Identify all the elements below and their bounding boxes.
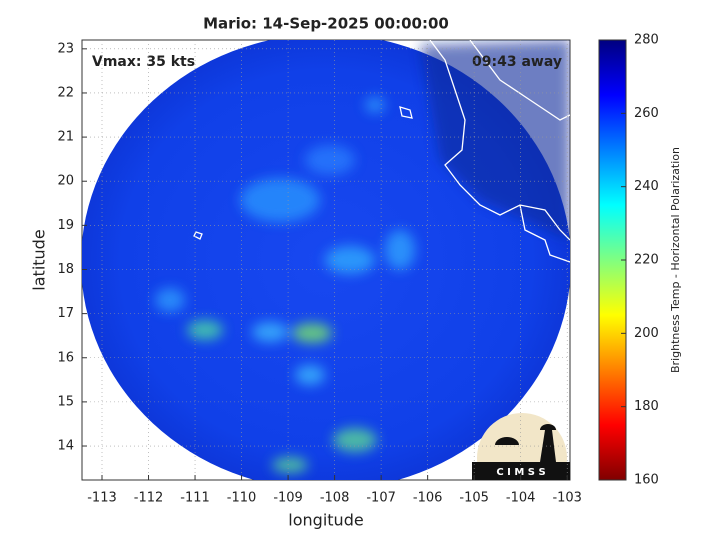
x-tick-label: -111 bbox=[180, 491, 210, 506]
annotation: Vmax: 35 kts bbox=[92, 54, 195, 70]
x-tick-label: -108 bbox=[320, 491, 350, 506]
satellite-image: C I M S S bbox=[82, 40, 570, 480]
x-tick-label: -104 bbox=[506, 491, 536, 506]
cimss-logo: C I M S S bbox=[472, 413, 570, 480]
colorbar-tick-label: 260 bbox=[634, 106, 659, 121]
y-tick-label: 18 bbox=[57, 262, 74, 277]
colorbar-label: Brightness Temp - Horizontal Polarizatio… bbox=[669, 147, 682, 373]
x-tick-label: -103 bbox=[552, 491, 582, 506]
y-tick-label: 14 bbox=[57, 439, 74, 454]
x-tick-label: -109 bbox=[273, 491, 303, 506]
logo-text: C I M S S bbox=[496, 467, 545, 478]
colorbar-tick-label: 280 bbox=[634, 33, 659, 48]
chart-title: Mario: 14-Sep-2025 00:00:00 bbox=[203, 15, 449, 33]
colorbar-tick-label: 180 bbox=[634, 399, 659, 414]
x-tick-label: -113 bbox=[87, 491, 117, 506]
x-tick-label: -112 bbox=[134, 491, 164, 506]
y-axis-label: latitude bbox=[30, 229, 49, 290]
colorbar-tick-label: 240 bbox=[634, 179, 659, 194]
x-tick-label: -107 bbox=[366, 491, 396, 506]
x-tick-label: -105 bbox=[459, 491, 489, 506]
y-tick-label: 20 bbox=[57, 174, 74, 189]
y-tick-label: 23 bbox=[57, 41, 74, 56]
annotation: 09:43 away bbox=[472, 54, 562, 70]
y-tick-label: 15 bbox=[57, 394, 74, 409]
y-tick-label: 22 bbox=[57, 85, 74, 100]
x-tick-label: -106 bbox=[413, 491, 443, 506]
y-tick-label: 21 bbox=[57, 130, 74, 145]
colorbar-tick-label: 200 bbox=[634, 326, 659, 341]
y-tick-label: 16 bbox=[57, 350, 74, 365]
colorbar-tick-label: 160 bbox=[634, 473, 659, 488]
colorbar-tick-label: 220 bbox=[634, 253, 659, 268]
x-tick-label: -110 bbox=[227, 491, 257, 506]
y-tick-label: 17 bbox=[57, 306, 74, 321]
x-axis-label: longitude bbox=[288, 511, 363, 530]
y-tick-label: 19 bbox=[57, 218, 74, 233]
